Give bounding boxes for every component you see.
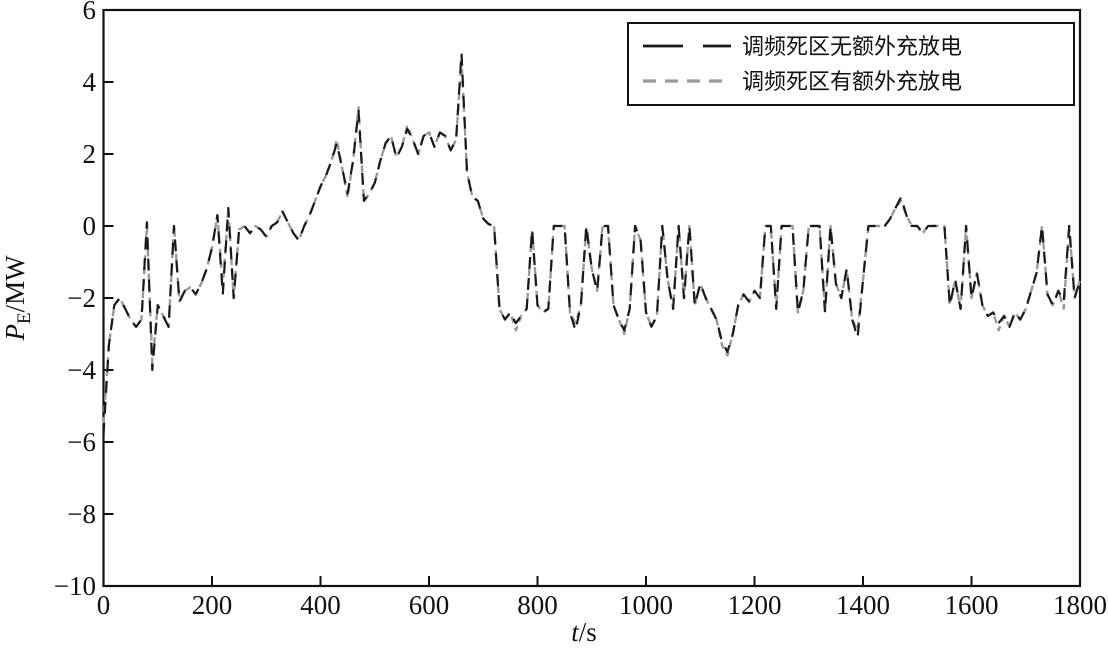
legend-box xyxy=(627,22,1075,106)
y-tick-label: −6 xyxy=(67,427,96,457)
y-tick-label: −8 xyxy=(67,499,96,529)
x-tick-label: 800 xyxy=(517,590,558,620)
x-tick-label: 1600 xyxy=(945,590,999,620)
y-axis-label: PE/MW xyxy=(0,255,35,342)
y-tick-label: 2 xyxy=(83,139,97,169)
y-tick-label: 6 xyxy=(83,0,97,25)
x-tick-label: 1800 xyxy=(1053,590,1107,620)
x-tick-label: 1400 xyxy=(836,590,890,620)
y-tick-label: −2 xyxy=(67,283,96,313)
x-axis-label: t/s xyxy=(571,617,597,647)
x-tick-label: 0 xyxy=(97,590,111,620)
series-line-1 xyxy=(102,59,1082,425)
series-lines xyxy=(102,52,1082,435)
axis-labels: t/s PE/MW xyxy=(0,255,597,647)
x-tick-label: 400 xyxy=(300,590,341,620)
y-tick-label: 4 xyxy=(83,67,97,97)
axis-tick-labels: 0 200 400 600 800 1000 1200 1400 1600 1800 6 4 2 0 −2 −… xyxy=(54,0,1107,620)
series-line-0 xyxy=(102,52,1082,435)
x-tick-label: 1200 xyxy=(728,590,782,620)
y-tick-label: 0 xyxy=(83,211,97,241)
legend-label: 调频死区有额外充放电 xyxy=(742,69,962,94)
x-tick-label: 1000 xyxy=(619,590,673,620)
y-tick-label: −10 xyxy=(54,571,96,601)
axis-ticks xyxy=(102,9,1081,587)
y-tick-label: −4 xyxy=(67,355,96,385)
x-tick-label: 200 xyxy=(192,590,233,620)
legend-label: 调频死区无额外充放电 xyxy=(742,34,962,59)
x-tick-label: 600 xyxy=(409,590,450,620)
